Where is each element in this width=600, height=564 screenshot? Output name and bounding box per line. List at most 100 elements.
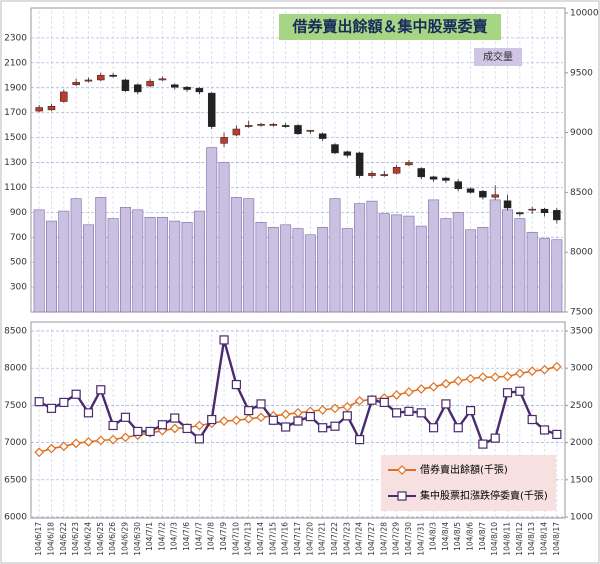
- x-tick-label: 104/7/20: [305, 522, 314, 556]
- candle-body: [134, 84, 142, 93]
- candle-body: [109, 74, 117, 77]
- volume-bar: [304, 234, 316, 313]
- candle-body: [392, 167, 401, 174]
- point: [342, 402, 353, 412]
- annotation: 成交量: [483, 50, 513, 63]
- point: [552, 429, 562, 440]
- volume-bar: [33, 209, 45, 313]
- point: [71, 389, 81, 399]
- point: [219, 335, 229, 345]
- point: [478, 439, 488, 449]
- candle-body: [183, 86, 191, 90]
- point: [367, 395, 377, 405]
- candle-body: [355, 152, 364, 176]
- point: [404, 387, 414, 397]
- candle-body: [405, 162, 413, 166]
- x-tick-label: 104/7/13: [244, 522, 253, 556]
- volume-bar: [95, 197, 107, 313]
- volume-bar: [465, 229, 477, 313]
- x-tick-label: 104/7/30: [404, 522, 413, 556]
- volume-bar: [341, 228, 353, 313]
- volume-bar: [366, 200, 378, 313]
- x-tick-label: 104/8/7: [478, 522, 487, 551]
- volume-bar: [169, 220, 181, 313]
- x-tick-label: 104/7/3: [170, 522, 179, 551]
- y-tick-label: 900: [10, 208, 27, 218]
- point: [207, 414, 217, 425]
- volume-bar: [132, 209, 144, 313]
- x-tick-label: 104/7/22: [330, 522, 339, 556]
- point: [527, 414, 537, 425]
- candle-body: [479, 190, 487, 198]
- volume-bar: [502, 209, 514, 313]
- x-tick-label: 104/6/30: [133, 522, 142, 556]
- candle-body: [331, 144, 339, 154]
- candle-body: [244, 125, 253, 127]
- volume-bar: [391, 214, 403, 313]
- x-tick-label: 104/7/7: [194, 522, 203, 551]
- volume-bar: [452, 212, 464, 313]
- candle-body: [195, 88, 204, 93]
- x-tick-label: 104/8/6: [466, 522, 475, 551]
- x-tick-label: 104/8/3: [429, 522, 438, 551]
- x-tick-label: 104/7/9: [219, 522, 228, 551]
- point: [416, 384, 427, 394]
- x-tick-label: 104/7/14: [256, 522, 265, 556]
- point: [46, 443, 57, 454]
- point: [34, 397, 44, 407]
- y-tick-label: 2100: [4, 58, 27, 68]
- candle-body: [47, 106, 56, 111]
- x-tick-label: 104/6/23: [71, 522, 80, 556]
- point: [157, 420, 168, 430]
- x-tick-label: 104/6/18: [46, 522, 55, 556]
- y-tick-label: 8000: [4, 364, 27, 374]
- candle-body: [306, 129, 315, 132]
- x-tick-label: 104/7/2: [157, 522, 166, 551]
- annotation-box: [474, 48, 522, 66]
- y-tick-label: 700: [10, 233, 27, 243]
- point: [465, 406, 476, 416]
- point: [34, 447, 45, 458]
- candle-body: [417, 168, 426, 178]
- y-tick-label: 1300: [4, 158, 27, 168]
- candle-body: [84, 79, 93, 82]
- volume-bar: [354, 203, 366, 313]
- volume-bar: [119, 207, 131, 313]
- volume-bar: [329, 198, 341, 313]
- y2-tick-label: 3000: [570, 364, 593, 374]
- x-tick-label: 104/7/27: [367, 522, 376, 556]
- x-tick-label: 104/6/26: [108, 522, 117, 556]
- point: [379, 397, 389, 408]
- y-tick-label: 2300: [4, 33, 27, 43]
- point: [231, 379, 241, 390]
- x-tick-label: 104/8/10: [490, 522, 499, 556]
- point: [428, 381, 439, 392]
- volume-bar: [477, 226, 489, 313]
- candle-body: [257, 123, 265, 126]
- candle-body: [35, 107, 43, 112]
- point: [392, 408, 402, 418]
- volume-bar: [218, 162, 230, 313]
- point: [120, 412, 131, 422]
- volume-bar: [144, 217, 156, 313]
- x-tick-label: 104/6/29: [120, 522, 129, 556]
- y-tick-label: 1500: [4, 133, 27, 143]
- point: [490, 372, 501, 382]
- volume-bar: [230, 197, 242, 313]
- point: [231, 415, 242, 426]
- candle-body: [269, 123, 278, 126]
- candle-body: [528, 208, 536, 211]
- y2-tick-label: 2500: [570, 401, 593, 411]
- point: [330, 421, 340, 431]
- legend-label: 借券賣出餘額(千張): [420, 463, 508, 476]
- x-tick-label: 104/7/17: [293, 522, 302, 556]
- candle-body: [454, 181, 462, 190]
- point: [453, 375, 464, 386]
- candle-body: [368, 173, 376, 176]
- x-tick-label: 104/6/22: [59, 522, 68, 556]
- point: [428, 423, 439, 433]
- volume-bar: [489, 199, 501, 313]
- point: [527, 366, 538, 377]
- point: [441, 399, 451, 409]
- point: [83, 408, 94, 418]
